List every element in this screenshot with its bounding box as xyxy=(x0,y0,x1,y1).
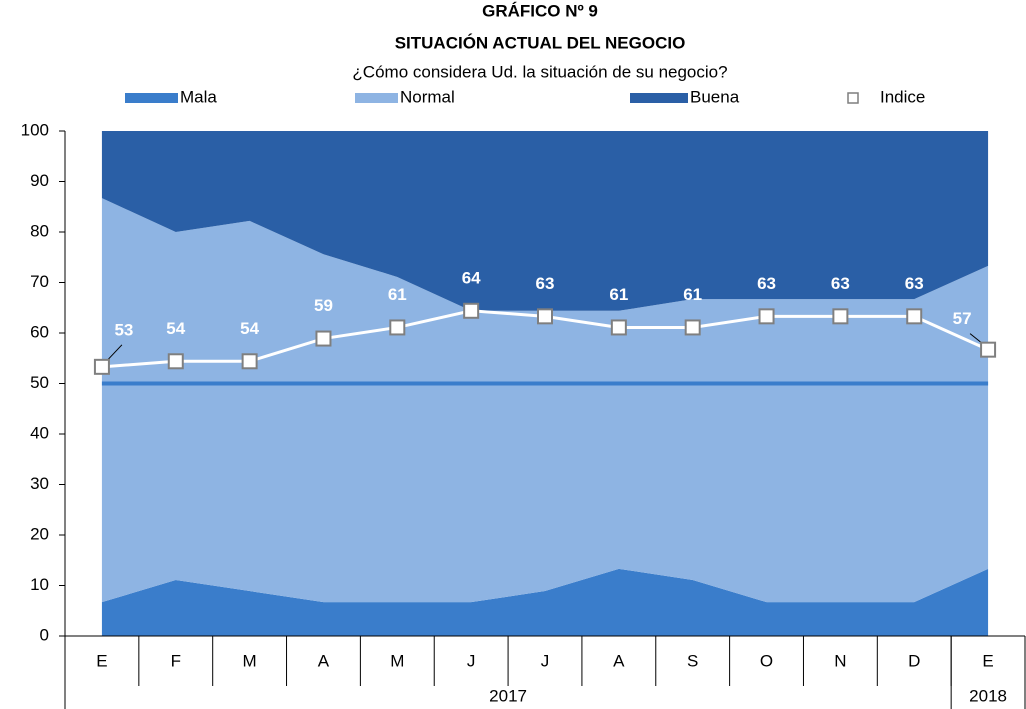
y-tick-label: 50 xyxy=(30,373,49,392)
legend-label: Indice xyxy=(880,87,925,106)
data-label: 61 xyxy=(683,285,702,304)
x-tick-label: S xyxy=(687,651,698,670)
x-tick-label: M xyxy=(243,651,257,670)
index-marker xyxy=(315,330,332,347)
area xyxy=(101,131,989,311)
index-marker xyxy=(241,353,258,370)
y-tick-label: 0 xyxy=(40,625,49,644)
x-tick-label: F xyxy=(171,651,181,670)
data-label: 63 xyxy=(536,274,555,293)
index-marker xyxy=(93,358,110,375)
x-tick-label: M xyxy=(390,651,404,670)
index-marker xyxy=(684,319,701,336)
legend-label: Mala xyxy=(180,87,217,106)
data-label: 61 xyxy=(388,285,407,304)
y-tick-label: 30 xyxy=(30,474,49,493)
x-tick-label: D xyxy=(908,651,920,670)
x-tick-label: A xyxy=(318,651,330,670)
data-label: 54 xyxy=(240,319,259,338)
index-marker xyxy=(758,308,775,325)
index-marker xyxy=(832,308,849,325)
legend-swatch xyxy=(630,93,688,103)
data-label: 59 xyxy=(314,296,333,315)
data-label: 63 xyxy=(905,274,924,293)
area xyxy=(101,198,989,603)
legend-label: Buena xyxy=(690,87,740,106)
y-tick-label: 80 xyxy=(30,221,49,240)
x-tick-label: A xyxy=(613,651,625,670)
legend-swatch xyxy=(125,93,178,103)
data-label: 57 xyxy=(953,309,972,328)
legend-marker xyxy=(847,92,859,104)
data-label: 53 xyxy=(114,320,133,339)
index-marker xyxy=(167,353,184,370)
data-label: 61 xyxy=(609,285,628,304)
x-group-label: 2017 xyxy=(489,686,527,705)
x-tick-label: E xyxy=(96,651,107,670)
chart-subtitle: SITUACIÓN ACTUAL DEL NEGOCIO xyxy=(395,33,686,52)
data-label: 63 xyxy=(831,274,850,293)
index-marker xyxy=(463,302,480,319)
y-tick-label: 10 xyxy=(30,575,49,594)
x-tick-label: E xyxy=(982,651,993,670)
index-marker xyxy=(537,308,553,325)
y-tick-label: 60 xyxy=(30,322,49,341)
y-tick-label: 70 xyxy=(30,272,49,291)
index-marker xyxy=(906,308,923,325)
x-tick-label: O xyxy=(760,651,773,670)
data-label: 54 xyxy=(166,319,185,338)
y-tick-label: 90 xyxy=(30,171,49,190)
chart-title: GRÁFICO Nº 9 xyxy=(482,1,598,20)
legend-swatch xyxy=(355,93,398,103)
index-marker xyxy=(389,319,406,336)
y-tick-label: 40 xyxy=(30,423,49,442)
chart-question: ¿Cómo considera Ud. la situación de su n… xyxy=(352,62,727,81)
y-tick-label: 100 xyxy=(21,120,49,139)
x-group-label: 2018 xyxy=(969,686,1007,705)
x-tick-label: J xyxy=(467,651,476,670)
x-tick-label: J xyxy=(541,651,550,670)
y-tick-label: 20 xyxy=(30,524,49,543)
x-tick-label: N xyxy=(834,651,846,670)
legend-label: Normal xyxy=(400,87,455,106)
data-label: 63 xyxy=(757,274,776,293)
area xyxy=(101,568,989,636)
index-marker xyxy=(610,319,627,336)
index-marker xyxy=(980,341,997,358)
data-label: 64 xyxy=(462,268,481,287)
